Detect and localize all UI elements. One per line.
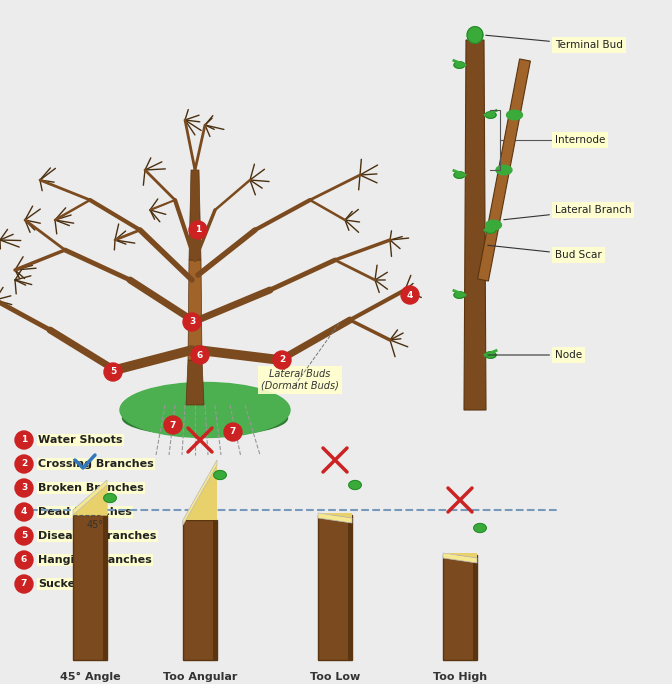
Polygon shape <box>318 513 352 523</box>
Circle shape <box>164 416 182 434</box>
Text: 45°: 45° <box>87 520 103 530</box>
Circle shape <box>183 313 201 331</box>
Polygon shape <box>349 481 362 490</box>
Text: Suckers: Suckers <box>38 579 87 589</box>
Text: 4: 4 <box>407 291 413 300</box>
Polygon shape <box>467 27 483 43</box>
Polygon shape <box>443 553 477 563</box>
Polygon shape <box>348 515 352 660</box>
Polygon shape <box>478 59 530 281</box>
Circle shape <box>401 286 419 304</box>
Polygon shape <box>73 485 107 515</box>
Text: Water Shoots: Water Shoots <box>38 435 122 445</box>
Text: Diseased Branches: Diseased Branches <box>38 531 157 541</box>
Text: Node: Node <box>488 350 582 360</box>
Polygon shape <box>73 515 107 660</box>
Text: Broken Branches: Broken Branches <box>38 483 144 493</box>
Polygon shape <box>485 226 496 233</box>
Circle shape <box>104 363 122 381</box>
Polygon shape <box>183 460 217 520</box>
Text: 3: 3 <box>189 317 195 326</box>
Text: 7: 7 <box>230 428 236 436</box>
Text: Hanging Branches: Hanging Branches <box>38 555 152 565</box>
Polygon shape <box>189 170 201 260</box>
Polygon shape <box>474 523 487 532</box>
Polygon shape <box>183 520 217 660</box>
Text: 6: 6 <box>197 350 203 360</box>
Polygon shape <box>318 513 352 518</box>
Circle shape <box>191 346 209 364</box>
Polygon shape <box>454 62 465 68</box>
Text: Too Angular: Too Angular <box>163 672 237 682</box>
Circle shape <box>15 503 33 521</box>
Polygon shape <box>485 111 496 118</box>
Polygon shape <box>183 460 217 525</box>
Circle shape <box>15 455 33 473</box>
Text: Too Low: Too Low <box>310 672 360 682</box>
Ellipse shape <box>120 382 290 438</box>
Polygon shape <box>103 494 116 503</box>
Text: 5: 5 <box>110 367 116 376</box>
Text: 5: 5 <box>21 531 27 540</box>
Polygon shape <box>496 166 512 175</box>
Text: 4: 4 <box>21 508 27 516</box>
Polygon shape <box>443 553 477 558</box>
Text: Lateral Buds
(Dormant Buds): Lateral Buds (Dormant Buds) <box>261 369 339 391</box>
Text: 1: 1 <box>195 226 201 235</box>
Circle shape <box>189 221 207 239</box>
Text: Crossing Branches: Crossing Branches <box>38 459 154 469</box>
Text: 1: 1 <box>21 436 27 445</box>
Polygon shape <box>473 555 477 660</box>
Circle shape <box>15 527 33 545</box>
Polygon shape <box>188 260 202 360</box>
Circle shape <box>224 423 242 441</box>
Text: Terminal Bud: Terminal Bud <box>486 36 623 50</box>
Polygon shape <box>214 471 226 479</box>
Polygon shape <box>454 291 465 298</box>
Text: Too High: Too High <box>433 672 487 682</box>
Text: Dead Branches: Dead Branches <box>38 507 132 517</box>
Polygon shape <box>186 360 204 405</box>
Polygon shape <box>507 110 523 120</box>
Text: 45° Angle: 45° Angle <box>60 672 120 682</box>
Circle shape <box>273 351 291 369</box>
Text: 6: 6 <box>21 555 27 564</box>
Polygon shape <box>443 555 477 660</box>
Polygon shape <box>73 480 107 515</box>
Polygon shape <box>103 515 107 660</box>
Text: Internode: Internode <box>555 135 605 145</box>
Text: Lateral Branch: Lateral Branch <box>504 205 632 220</box>
Text: 2: 2 <box>279 356 285 365</box>
Text: 2: 2 <box>21 460 27 469</box>
Polygon shape <box>213 520 217 660</box>
Circle shape <box>15 479 33 497</box>
Text: 7: 7 <box>21 579 27 588</box>
Polygon shape <box>464 40 486 410</box>
Polygon shape <box>454 172 465 179</box>
Polygon shape <box>486 220 501 230</box>
Ellipse shape <box>122 401 288 436</box>
Circle shape <box>15 575 33 593</box>
Text: Bud Scar: Bud Scar <box>488 246 601 260</box>
Circle shape <box>15 551 33 569</box>
Polygon shape <box>485 352 496 358</box>
Circle shape <box>15 431 33 449</box>
Polygon shape <box>318 515 352 660</box>
Text: 7: 7 <box>170 421 176 430</box>
Text: 3: 3 <box>21 484 27 492</box>
